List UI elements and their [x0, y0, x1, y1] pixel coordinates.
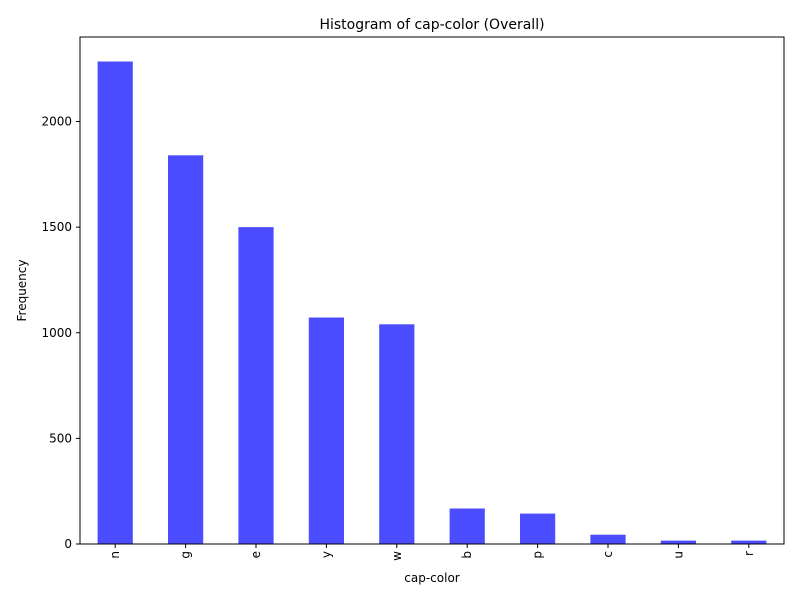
x-tick-label: c [601, 551, 615, 558]
chart-title: Histogram of cap-color (Overall) [319, 17, 544, 33]
bar-p [520, 513, 556, 544]
y-tick-label: 2000 [41, 115, 72, 129]
x-tick-label: n [108, 551, 122, 559]
bar-r [731, 540, 767, 544]
x-tick-label: w [390, 551, 404, 561]
y-tick-label: 500 [49, 431, 72, 445]
bar-b [449, 508, 485, 544]
bar-g [168, 155, 204, 545]
bar-n [97, 61, 133, 544]
y-tick-label: 1000 [41, 326, 72, 340]
x-tick-label: u [671, 551, 685, 559]
bars-group [97, 61, 767, 545]
y-axis: 0 500 1000 1500 2000 [41, 115, 80, 551]
bar-w [379, 324, 415, 544]
bar-y [308, 317, 344, 544]
plot-frame [79, 36, 785, 545]
bar-c [590, 534, 626, 544]
y-tick-label: 1500 [41, 220, 72, 234]
x-tick-label: e [249, 551, 263, 558]
x-axis-label: cap-color [404, 571, 460, 585]
bar-u [660, 540, 696, 544]
y-tick-label: 0 [64, 537, 72, 551]
x-tick-label: g [179, 551, 193, 559]
x-tick-label: p [531, 551, 545, 559]
bar-e [238, 227, 274, 544]
x-tick-label: r [742, 551, 756, 556]
x-tick-label: y [319, 551, 333, 558]
y-axis-label: Frequency [15, 260, 29, 322]
x-tick-label: b [460, 551, 474, 559]
